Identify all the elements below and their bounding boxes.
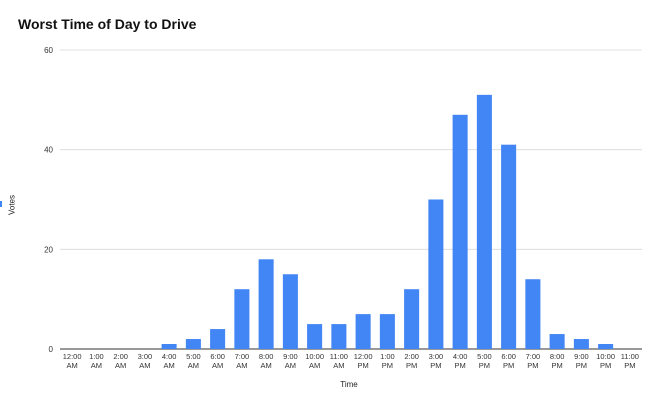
y-tick-label: 20 <box>44 245 53 254</box>
x-tick-label: AM <box>67 361 78 370</box>
x-tick-label: AM <box>212 361 223 370</box>
x-tick-label: 11:00 <box>330 352 348 361</box>
x-tick-label: 5:00 <box>186 352 201 361</box>
x-tick-label: 1:00 <box>89 352 104 361</box>
x-tick-label: PM <box>479 361 490 370</box>
x-tick-label: PM <box>455 361 466 370</box>
x-tick-label: 8:00 <box>259 352 274 361</box>
x-tick-label: PM <box>552 361 563 370</box>
bar <box>161 344 177 349</box>
x-tick-label: PM <box>624 361 635 370</box>
x-tick-label: 3:00 <box>138 352 153 361</box>
x-tick-label: PM <box>503 361 514 370</box>
x-tick-label: AM <box>261 361 272 370</box>
x-tick-label: 4:00 <box>162 352 177 361</box>
x-tick-label: AM <box>188 361 199 370</box>
y-tick-label: 0 <box>49 345 54 354</box>
bar <box>355 314 371 349</box>
x-tick-label: AM <box>139 361 150 370</box>
x-tick-label: PM <box>358 361 369 370</box>
x-tick-label: 10:00 <box>596 352 615 361</box>
x-tick-label: PM <box>527 361 538 370</box>
bar <box>379 314 395 349</box>
bar <box>210 329 226 349</box>
bar <box>428 199 444 349</box>
x-tick-label: 7:00 <box>526 352 541 361</box>
bar <box>501 144 517 349</box>
x-tick-label: 9:00 <box>574 352 589 361</box>
x-tick-label: PM <box>406 361 417 370</box>
x-tick-label: PM <box>576 361 587 370</box>
x-tick-label: AM <box>333 361 344 370</box>
x-tick-label: 6:00 <box>210 352 225 361</box>
bar <box>452 114 468 350</box>
x-axis-label: Time <box>340 380 358 389</box>
x-tick-label: 3:00 <box>429 352 444 361</box>
x-tick-label: PM <box>600 361 611 370</box>
bar <box>598 344 614 349</box>
x-tick-label: 10:00 <box>305 352 324 361</box>
x-tick-label: 12:00 <box>63 352 82 361</box>
x-tick-label: AM <box>115 361 126 370</box>
x-tick-label: PM <box>382 361 393 370</box>
edge-marker <box>0 201 2 207</box>
x-tick-label: 11:00 <box>621 352 639 361</box>
x-tick-label: 7:00 <box>235 352 250 361</box>
x-tick-label: 12:00 <box>354 352 373 361</box>
bar <box>549 334 565 349</box>
bar <box>185 339 201 349</box>
x-tick-label: AM <box>91 361 102 370</box>
x-tick-label: 2:00 <box>113 352 128 361</box>
y-tick-label: 40 <box>44 146 53 155</box>
x-tick-label: 9:00 <box>283 352 298 361</box>
x-tick-label: 2:00 <box>404 352 419 361</box>
bar <box>476 94 492 349</box>
bar <box>307 324 323 349</box>
bar <box>258 259 274 349</box>
x-tick-label: AM <box>236 361 247 370</box>
x-tick-label: AM <box>164 361 175 370</box>
x-tick-label: 6:00 <box>501 352 516 361</box>
x-tick-label: 5:00 <box>477 352 492 361</box>
x-tick-label: 8:00 <box>550 352 565 361</box>
y-tick-label: 60 <box>44 46 53 55</box>
bar <box>573 339 589 349</box>
x-tick-label: AM <box>309 361 320 370</box>
bar <box>282 274 298 349</box>
x-tick-label: 4:00 <box>453 352 468 361</box>
x-tick-label: AM <box>285 361 296 370</box>
x-tick-label: 1:00 <box>380 352 395 361</box>
x-tick-label: PM <box>430 361 441 370</box>
bar <box>525 279 541 349</box>
chart-title: Worst Time of Day to Drive <box>18 16 197 32</box>
bar <box>331 324 347 349</box>
bar <box>404 289 420 349</box>
bar <box>234 289 250 349</box>
